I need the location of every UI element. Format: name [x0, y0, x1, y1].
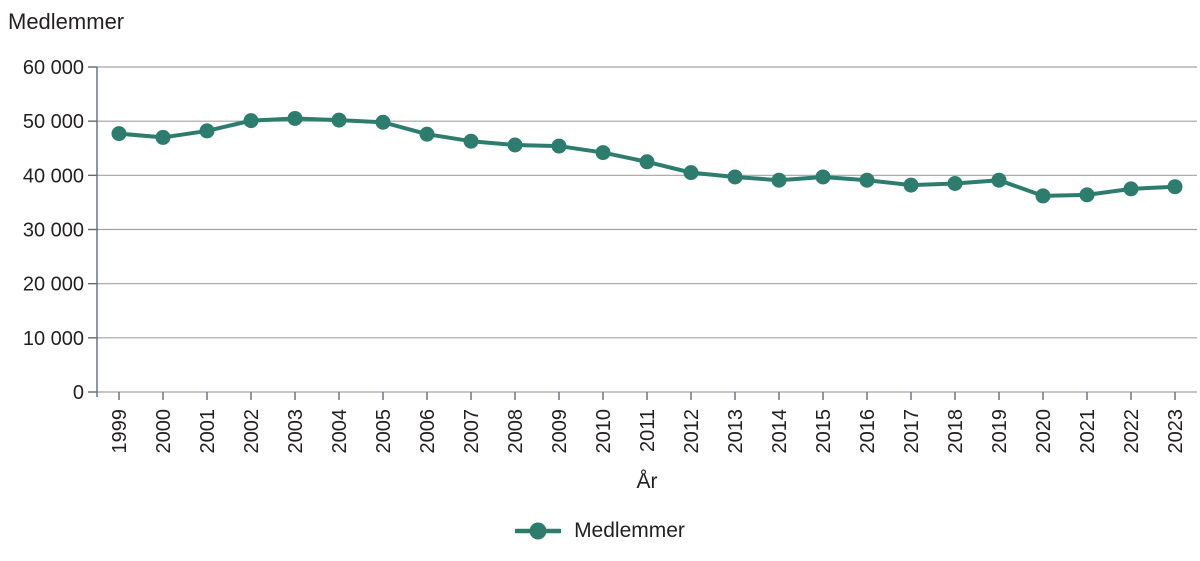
x-tick-label: 2006: [417, 409, 439, 454]
x-tick-label: 2013: [725, 409, 747, 454]
data-point: [419, 126, 435, 142]
x-tick-label: 2017: [901, 409, 923, 454]
x-tick-label: 2019: [989, 409, 1011, 454]
y-tick-label: 0: [73, 382, 84, 404]
y-tick-label: 30 000: [23, 220, 84, 242]
y-tick-label: 50 000: [23, 111, 84, 133]
data-point: [991, 172, 1007, 188]
x-tick-label: 2005: [373, 409, 395, 454]
data-point: [771, 172, 787, 188]
x-tick-label: 2009: [549, 409, 571, 454]
x-tick-label: 2018: [945, 409, 967, 454]
data-point: [595, 145, 611, 161]
legend-dot: [529, 522, 547, 540]
legend-line-marker-icon: [515, 522, 562, 540]
data-point: [639, 154, 655, 170]
data-point: [903, 177, 919, 193]
data-point: [815, 169, 831, 185]
data-point: [1123, 181, 1139, 197]
data-point: [375, 114, 391, 130]
data-point: [1167, 179, 1183, 195]
data-point: [111, 126, 127, 142]
x-tick-label: 2022: [1121, 409, 1143, 454]
data-point: [859, 172, 875, 188]
x-tick-label: 2010: [593, 409, 615, 454]
data-point: [1035, 188, 1051, 204]
x-tick-label: 2008: [505, 409, 527, 454]
data-point: [551, 138, 567, 154]
data-point: [1079, 187, 1095, 203]
y-tick-label: 40 000: [23, 165, 84, 187]
data-point: [199, 123, 215, 139]
x-axis-title: År: [636, 470, 658, 493]
x-tick-label: 2001: [197, 409, 219, 454]
x-tick-label: 2021: [1077, 409, 1099, 454]
data-point: [727, 169, 743, 185]
data-point: [243, 113, 259, 129]
legend-label: Medlemmer: [574, 519, 685, 542]
x-tick-label: 2016: [857, 409, 879, 454]
x-tick-label: 2023: [1165, 409, 1187, 454]
x-tick-label: 2007: [461, 409, 483, 454]
x-tick-label: 2002: [241, 409, 263, 454]
x-tick-label: 2004: [329, 409, 351, 454]
x-tick-label: 2015: [813, 409, 835, 454]
y-axis-title: Medlemmer: [8, 9, 125, 34]
y-tick-label: 10 000: [23, 328, 84, 350]
data-point: [287, 110, 303, 126]
plot-area: 0 10 000 20 000 30 000 40 000 50 000 60 000 199…: [23, 57, 1197, 454]
y-tick-label: 20 000: [23, 274, 84, 296]
x-tick-label: 2003: [285, 409, 307, 454]
x-tick-label: 2012: [681, 409, 703, 454]
legend: Medlemmer: [0, 519, 1200, 543]
data-point: [463, 133, 479, 149]
data-point: [947, 175, 963, 191]
data-point: [331, 112, 347, 128]
x-tick-label: 1999: [109, 409, 131, 454]
x-tick-label: 2000: [153, 409, 175, 454]
x-tick-label: 2020: [1033, 409, 1055, 454]
data-point: [683, 165, 699, 181]
x-tick-label: 2011: [637, 409, 659, 452]
x-tick-label: 2014: [769, 409, 791, 454]
y-tick-label: 60 000: [23, 57, 84, 79]
data-point: [155, 129, 171, 145]
data-point: [507, 137, 523, 153]
